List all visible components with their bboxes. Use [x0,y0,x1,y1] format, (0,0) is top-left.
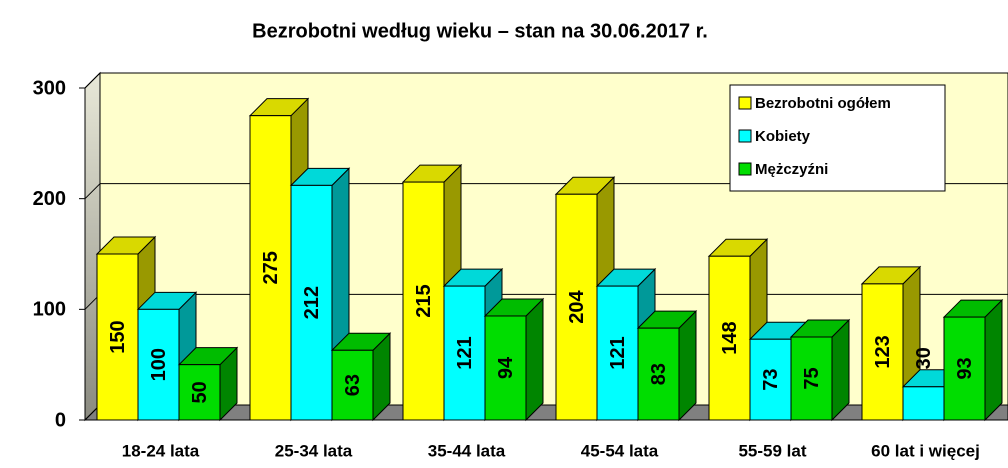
bar [943,316,986,421]
value-label: 121 [607,336,629,369]
x-tick-label: 60 lat i więcej [871,441,980,460]
value-label: 94 [495,356,517,379]
bar [484,315,527,421]
legend-swatch [738,162,752,176]
value-label: 73 [760,368,782,390]
bar [178,364,221,421]
x-tick-label: 45-54 lata [581,441,659,460]
x-tick-label: 35-44 lata [428,441,506,460]
y-tick-label: 200 [33,188,66,210]
legend-box [729,84,946,192]
bar-side [525,297,544,422]
y-tick-label: 300 [33,77,66,99]
bar [596,285,639,421]
bar [443,285,486,421]
bar [861,283,904,421]
x-tick-label: 25-34 lata [275,441,353,460]
value-label: 100 [148,348,170,381]
grid-line [84,72,101,89]
legend-label: Kobiety [755,128,811,145]
value-label: 150 [107,320,129,353]
y-tick-label: 100 [33,299,66,321]
value-label: 30 [913,347,935,369]
legend-label: Mężczyźni [755,161,828,178]
value-label: 93 [954,357,976,379]
value-label: 50 [189,381,211,403]
value-label: 63 [342,374,364,396]
value-label: 121 [454,336,476,369]
legend-swatch [738,96,752,110]
value-label: 75 [801,367,823,389]
legend-label: Bezrobotni ogółem [755,95,891,112]
bar [902,386,945,421]
value-label: 148 [719,321,741,354]
bar [96,253,139,421]
bar-side [984,298,1003,422]
bar [402,181,445,421]
bar [637,327,680,421]
value-label: 123 [872,335,894,368]
bar [331,349,374,421]
x-tick-label: 55-59 lat [738,441,806,460]
value-label: 204 [566,290,588,324]
y-tick-label: 0 [55,409,66,431]
value-label: 212 [301,286,323,319]
grid-line [84,183,101,200]
bar [137,308,180,421]
bar [249,115,292,421]
bar [290,184,333,421]
bar [708,255,751,421]
x-tick-label: 18-24 lata [122,441,200,460]
bar [790,336,833,421]
legend-swatch [738,129,752,143]
bar [555,193,598,421]
chart-title: Bezrobotni według wieku – stan na 30.06.… [252,20,708,42]
bar [749,338,792,421]
value-label: 215 [413,284,435,317]
bar-side [678,309,697,422]
value-label: 83 [648,363,670,385]
value-label: 275 [260,251,282,284]
